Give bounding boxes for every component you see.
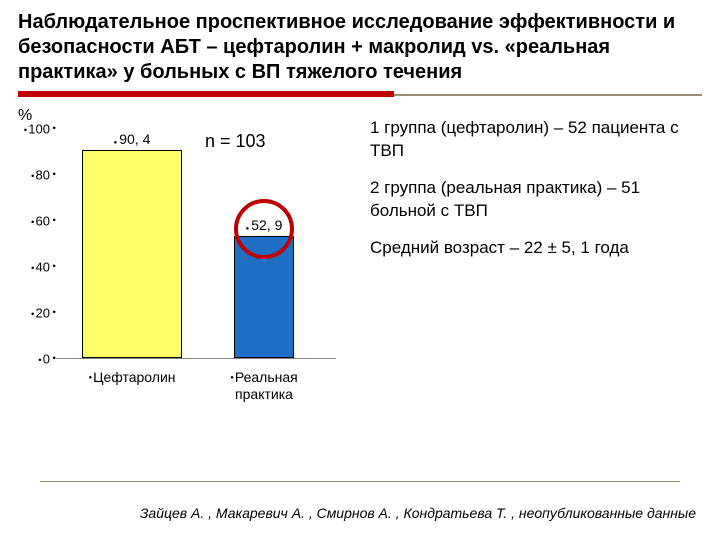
bar-0: 90, 4 <box>82 150 182 358</box>
page-title: Наблюдательное проспективное исследовани… <box>18 10 702 85</box>
x-label: ●Реальная практика <box>204 369 324 403</box>
y-tick: ●100 <box>22 122 50 137</box>
y-tick: ●80 <box>22 168 50 183</box>
x-label: ●Цефтаролин <box>72 369 192 386</box>
bar-value-label: 90, 4 <box>114 131 151 147</box>
mean-age-text: Средний возраст – 22 ± 5, 1 года <box>370 237 702 260</box>
group1-text: 1 группа (цефтаролин) – 52 пациента с ТВ… <box>370 117 702 163</box>
study-groups-text: 1 группа (цефтаролин) – 52 пациента с ТВ… <box>370 117 702 274</box>
y-tick: ●40 <box>22 260 50 275</box>
y-tick: ●0 <box>22 352 50 367</box>
header-rule <box>18 91 702 101</box>
bar-chart: ●0●20●40●60●80●10090, 452, 9 ●Цефтаролин… <box>18 111 348 411</box>
footer-rule <box>40 481 680 482</box>
sample-size-label: n = 103 <box>205 131 266 152</box>
y-tick: ●60 <box>22 214 50 229</box>
group2-text: 2 группа (реальная практика) – 51 больно… <box>370 177 702 223</box>
highlight-circle <box>234 199 294 259</box>
y-tick: ●20 <box>22 306 50 321</box>
citation-text: Зайцев А. , Макаревич А. , Смирнов А. , … <box>0 505 696 523</box>
